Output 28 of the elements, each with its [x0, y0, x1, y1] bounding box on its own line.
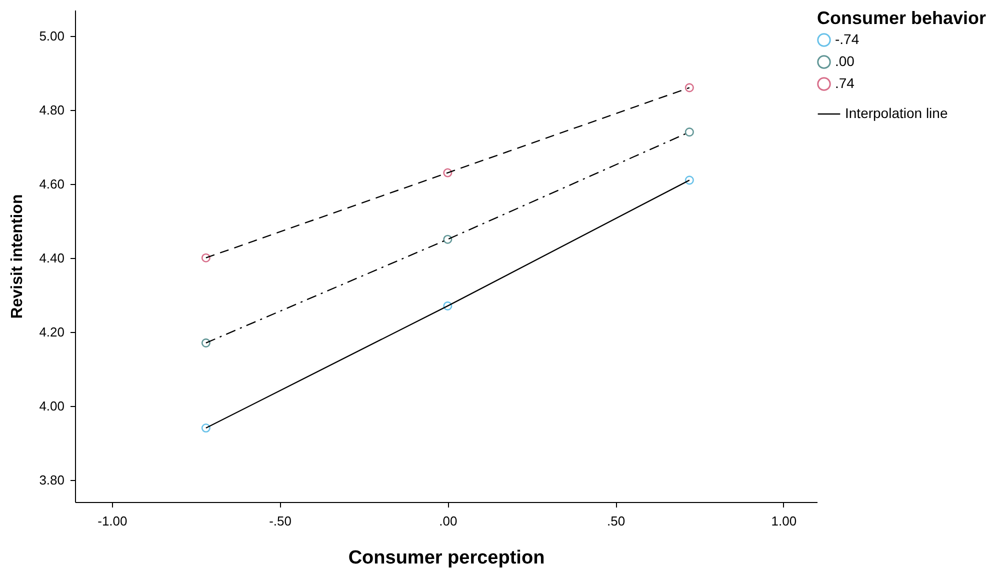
point — [684, 176, 694, 185]
legend-label: .00 — [835, 53, 855, 69]
point — [684, 83, 694, 92]
legend-label: Interpolation line — [845, 105, 948, 121]
legend-label: -.74 — [835, 31, 860, 47]
x-axis-title: Consumer perception — [348, 548, 545, 568]
x-tick-label: 1.00 — [771, 514, 797, 528]
y-tick-label: 5.00 — [39, 28, 64, 44]
y-axis-title: Revisit intention — [9, 194, 26, 319]
y-tick-label: 4.00 — [39, 398, 64, 414]
point — [443, 234, 452, 244]
y-tick-label: 4.80 — [39, 102, 64, 118]
point — [201, 424, 210, 433]
legend-label: .74 — [835, 75, 855, 91]
point — [201, 338, 210, 348]
y-tick-label: 4.60 — [39, 176, 64, 192]
x-tick-label: -1.00 — [98, 514, 128, 528]
x-tick-label: -.50 — [269, 514, 292, 528]
y-tick-label: 4.20 — [39, 324, 64, 340]
point — [443, 168, 452, 178]
x-tick-label: .00 — [439, 514, 458, 528]
point — [443, 301, 452, 310]
point — [201, 253, 210, 262]
y-tick-label: 4.40 — [39, 250, 64, 266]
x-tick-label: .50 — [607, 514, 626, 528]
y-tick-label: 3.80 — [39, 472, 64, 488]
legend-title: Consumer behavior — [817, 8, 986, 28]
point — [684, 128, 694, 137]
